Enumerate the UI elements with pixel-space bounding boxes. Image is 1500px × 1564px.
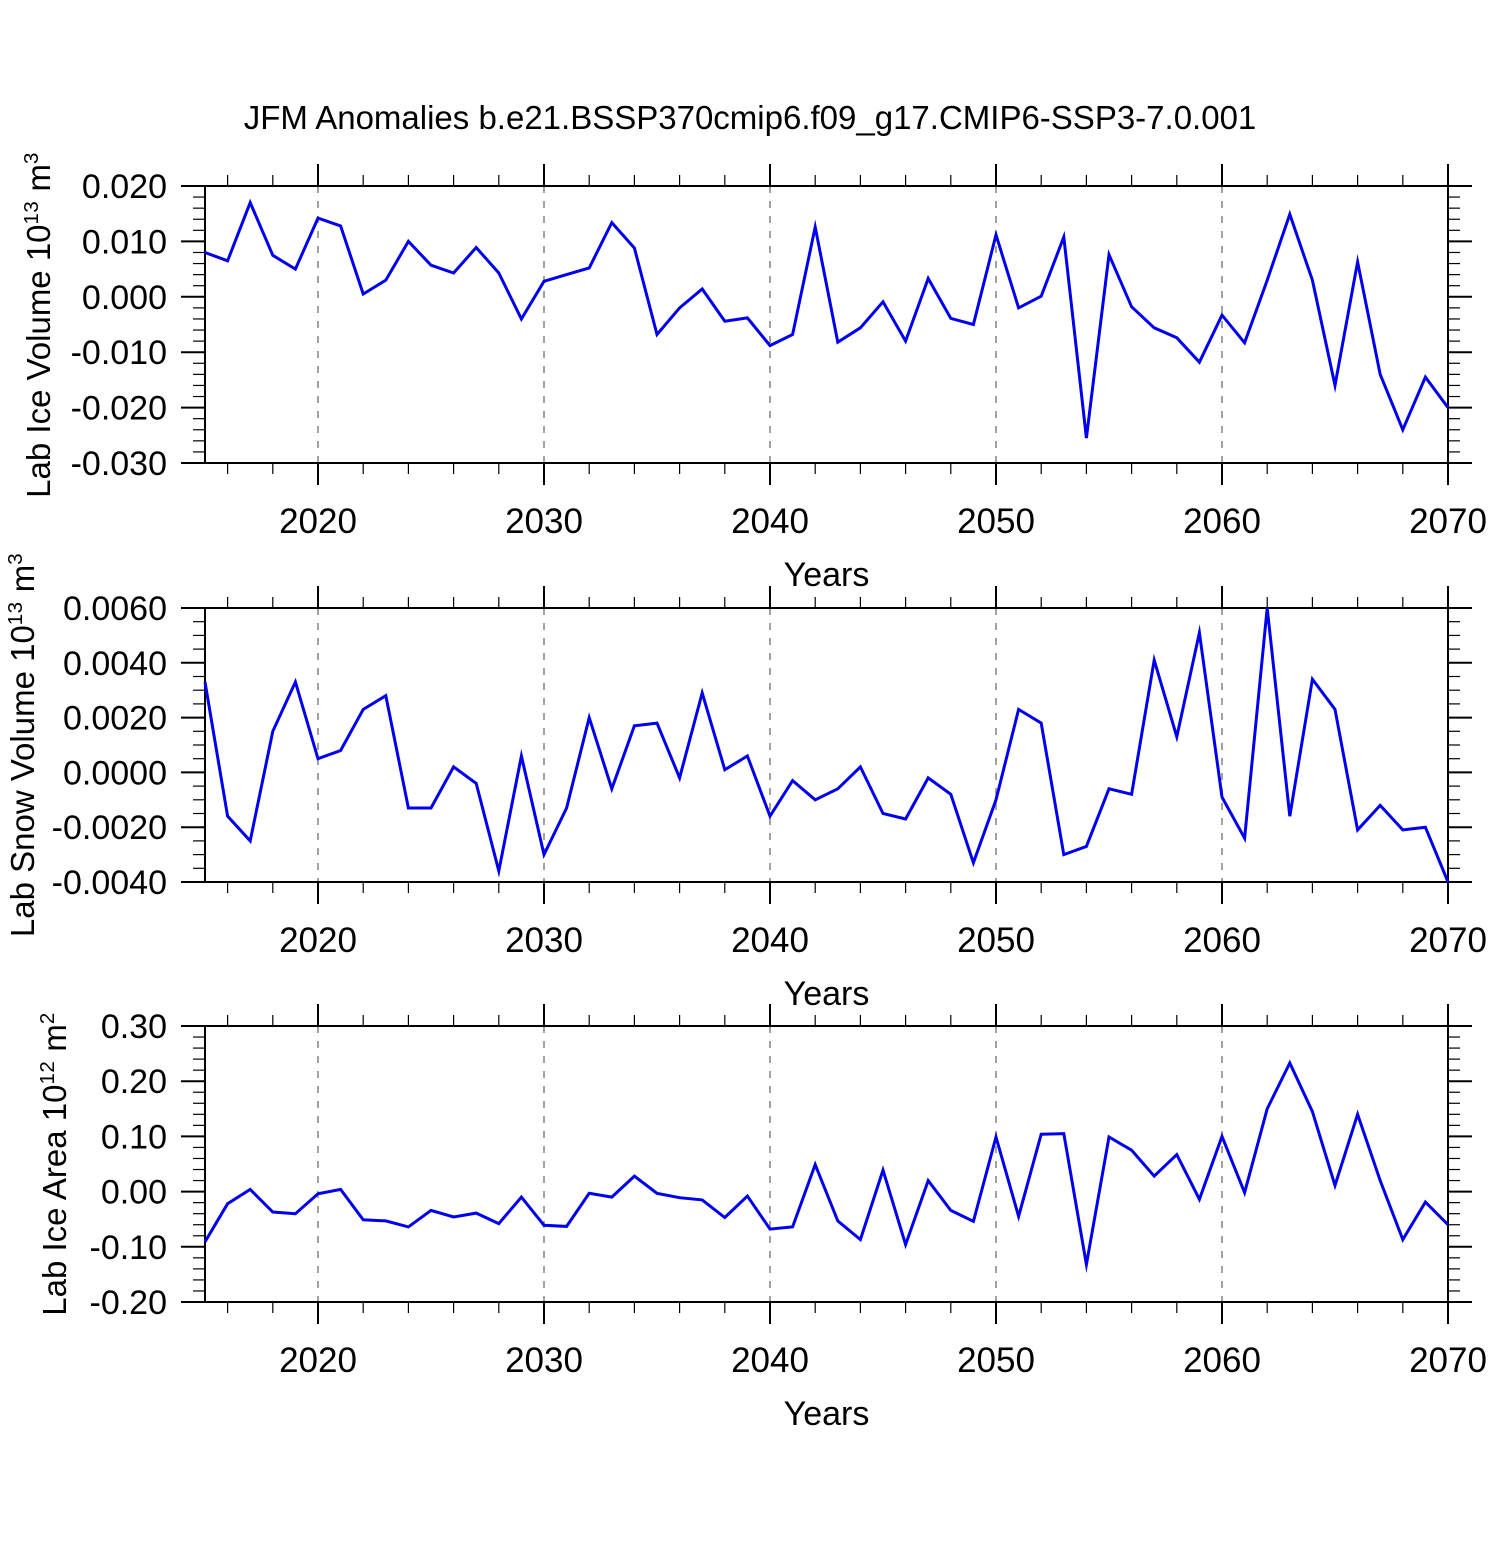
label-text: m bbox=[36, 1024, 73, 1061]
panel3-y-tick-label: -0.10 bbox=[90, 1229, 168, 1267]
chart-figure: JFM Anomalies b.e21.BSSP370cmip6.f09_g17… bbox=[4, 99, 1487, 1433]
panel1-y-tick-label: 0.000 bbox=[82, 279, 167, 317]
panel3-y-tick-label: 0.10 bbox=[101, 1118, 167, 1156]
panel1-y-tick-label: -0.030 bbox=[71, 445, 167, 483]
panel1-y-tick-label: 0.020 bbox=[82, 168, 167, 206]
panel2-x-tick-label: 2060 bbox=[1183, 921, 1261, 960]
panel2-y-tick-label: -0.0040 bbox=[52, 864, 167, 902]
panel1-x-tick-label: 2070 bbox=[1409, 502, 1487, 541]
panel2-x-tick-label: 2030 bbox=[505, 921, 583, 960]
superscript-text: 2 bbox=[36, 1012, 59, 1025]
panel1-x-tick-label: 2020 bbox=[279, 502, 357, 541]
panel3-y-tick-label: 0.00 bbox=[101, 1174, 167, 1212]
panel3-y-axis-title: Lab Ice Area 1012 m2 bbox=[26, 764, 73, 1564]
panel1-x-tick-label: 2030 bbox=[505, 502, 583, 541]
panel3-series-line-lab-ice-area bbox=[203, 1059, 1450, 1274]
x-axis-title-panel2: Years bbox=[783, 975, 870, 1013]
x-axis-title-panel3: Years bbox=[783, 1395, 870, 1433]
superscript-text: 13 bbox=[4, 601, 27, 626]
screenshot-root: { "title": "JFM Anomalies b.e21.BSSP370c… bbox=[4, 99, 1487, 1433]
plot-canvas: 0.020 0.010 0.000 -0.010 -0.020 -0.030 2020 203… bbox=[52, 164, 1487, 1380]
superscript-text: 13 bbox=[20, 200, 43, 224]
panel3-y-tick-label: 0.20 bbox=[101, 1063, 167, 1101]
panel3-x-tick-label: 2050 bbox=[957, 1341, 1035, 1380]
panel3-x-tick-label: 2070 bbox=[1409, 1341, 1487, 1380]
chart-title: JFM Anomalies b.e21.BSSP370cmip6.f09_g17… bbox=[243, 99, 1257, 136]
panel1-x-tick-label: 2050 bbox=[957, 502, 1035, 541]
panel2-x-tick-label: 2020 bbox=[279, 921, 357, 960]
panel2-y-tick-label: 0.0020 bbox=[63, 700, 167, 738]
panel2-y-tick-label: 0.0060 bbox=[63, 590, 167, 628]
panel3-x-tick-label: 2060 bbox=[1183, 1341, 1261, 1380]
panel2-border bbox=[204, 607, 1449, 883]
panel3-y-tick-label: 0.30 bbox=[101, 1008, 167, 1046]
panel1-y-tick-label: -0.010 bbox=[71, 334, 167, 372]
panel2-x-tick-label: 2050 bbox=[957, 921, 1035, 960]
panel2-y-tick-label: -0.0020 bbox=[52, 809, 167, 847]
panel1-y-tick-label: 0.010 bbox=[82, 223, 167, 261]
superscript-text: 3 bbox=[4, 552, 27, 565]
superscript-text: 3 bbox=[20, 151, 43, 164]
panel3-x-tick-label: 2030 bbox=[505, 1341, 583, 1380]
panel1-x-tick-label: 2060 bbox=[1183, 502, 1261, 541]
panel3-x-tick-label: 2040 bbox=[731, 1341, 809, 1380]
panel1-y-tick-label: -0.020 bbox=[71, 390, 167, 428]
panel2-x-tick-label: 2040 bbox=[731, 921, 809, 960]
panel2-y-tick-label: 0.0040 bbox=[63, 645, 167, 683]
panel2-series-line-lab-snow-volume bbox=[203, 607, 1450, 883]
panel2-y-tick-label: 0.0000 bbox=[63, 754, 167, 792]
panel3-border bbox=[204, 1025, 1449, 1303]
panel2-x-tick-label: 2070 bbox=[1409, 921, 1487, 960]
panel1-border bbox=[204, 185, 1449, 464]
panel3-x-tick-label: 2020 bbox=[279, 1341, 357, 1380]
panel1-series-line-lab-ice-volume bbox=[204, 198, 1450, 439]
label-text: m bbox=[20, 163, 57, 201]
x-axis-title-panel1: Years bbox=[783, 556, 870, 594]
panel1-x-tick-label: 2040 bbox=[731, 502, 809, 541]
label-text: m bbox=[4, 564, 41, 602]
superscript-text: 12 bbox=[36, 1060, 59, 1085]
panel3-y-tick-label: -0.20 bbox=[90, 1284, 168, 1322]
label-text: Lab Ice Area 10 bbox=[36, 1084, 73, 1316]
